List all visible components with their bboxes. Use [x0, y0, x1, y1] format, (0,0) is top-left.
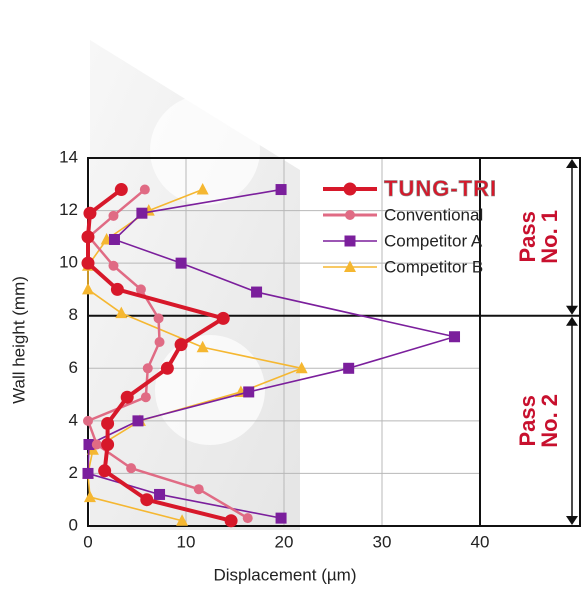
data-point	[196, 183, 209, 195]
legend-marker	[344, 260, 356, 272]
y-tick-label: 8	[69, 305, 78, 324]
pass-label: PassNo. 2	[515, 394, 562, 448]
data-point	[83, 206, 97, 220]
data-point	[243, 386, 255, 398]
data-point	[83, 415, 93, 426]
x-tick-label: 10	[177, 532, 196, 551]
x-axis-label: Displacement (µm)	[214, 565, 357, 584]
data-point	[132, 415, 144, 427]
legend-label: Conventional	[384, 205, 483, 224]
data-point	[196, 340, 209, 353]
data-point	[295, 361, 308, 374]
data-point	[108, 210, 119, 221]
data-point	[82, 467, 94, 479]
data-point	[174, 338, 188, 352]
y-tick-label: 0	[69, 515, 78, 534]
data-point	[83, 490, 96, 503]
data-point	[224, 514, 238, 528]
data-point	[101, 438, 115, 452]
data-point	[110, 282, 124, 296]
legend-marker	[345, 210, 355, 220]
data-point	[81, 256, 95, 270]
background-hole	[150, 95, 260, 205]
y-tick-label: 14	[59, 147, 78, 166]
data-point	[216, 311, 230, 325]
x-tick-label: 40	[471, 532, 490, 551]
x-tick-label: 0	[83, 532, 92, 551]
data-point	[108, 233, 120, 245]
data-point	[160, 361, 174, 375]
data-point	[153, 313, 164, 324]
background-hole	[155, 335, 265, 445]
data-point	[175, 257, 187, 269]
data-point	[154, 488, 166, 500]
data-point	[343, 362, 355, 374]
x-tick-label: 30	[373, 532, 392, 551]
data-point	[114, 183, 128, 197]
legend-marker	[344, 235, 356, 247]
legend-label: TUNG-TRI	[384, 176, 497, 201]
data-point	[154, 337, 165, 347]
data-point	[81, 230, 95, 244]
data-point	[176, 514, 189, 526]
data-point	[98, 464, 112, 478]
y-axis-label: Wall height (mm)	[9, 276, 28, 404]
pass-label: PassNo. 1	[515, 210, 562, 264]
legend-label: Competitor A	[384, 231, 483, 250]
y-tick-label: 2	[69, 463, 78, 482]
data-point	[120, 390, 134, 404]
x-tick-label: 20	[275, 532, 294, 551]
data-point	[139, 184, 150, 195]
data-point	[275, 512, 287, 524]
data-point	[193, 484, 204, 495]
arrow-head	[566, 316, 578, 326]
data-point	[142, 363, 153, 374]
data-point	[140, 493, 154, 507]
data-point	[126, 463, 137, 474]
y-tick-label: 10	[59, 253, 78, 272]
legend-marker	[343, 182, 357, 196]
data-point	[275, 184, 287, 196]
data-point	[115, 306, 128, 319]
data-point	[251, 286, 263, 298]
data-point	[136, 207, 148, 219]
data-point	[449, 331, 461, 343]
arrow-head	[566, 516, 578, 525]
y-tick-label: 6	[69, 358, 78, 377]
data-point	[140, 392, 151, 403]
y-tick-label: 4	[69, 410, 78, 429]
arrow-head	[566, 305, 578, 315]
data-point	[83, 439, 95, 451]
series-line	[86, 188, 249, 520]
data-point	[242, 513, 253, 524]
data-point	[108, 260, 119, 271]
data-point	[135, 284, 146, 295]
arrow-head	[566, 159, 578, 168]
data-point	[101, 416, 115, 430]
legend-label: Competitor B	[384, 257, 483, 276]
data-point	[82, 282, 94, 295]
data-point	[91, 439, 102, 450]
y-tick-label: 12	[59, 200, 78, 219]
